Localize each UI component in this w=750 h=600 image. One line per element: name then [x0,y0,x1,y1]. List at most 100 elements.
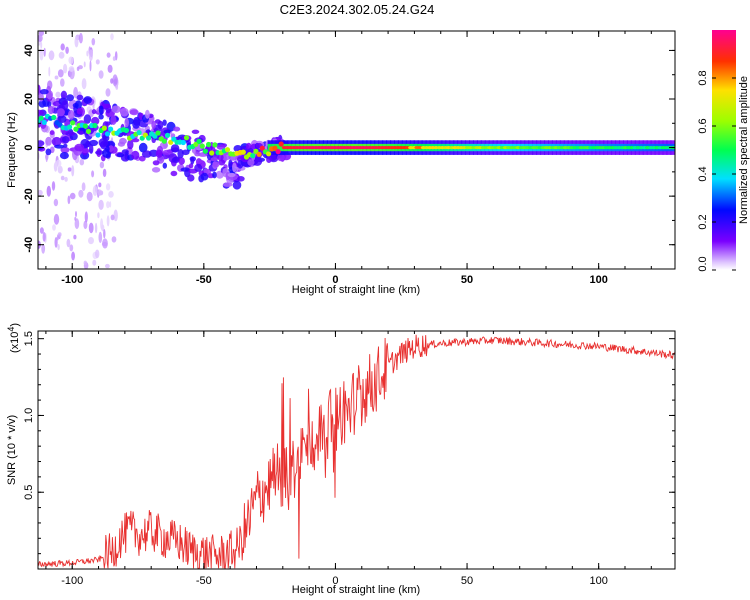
noise-speckle [113,209,118,222]
noise-speckle [68,56,74,65]
spectral-blob [131,150,140,160]
y-tick-label: 40 [23,44,35,56]
ridge-cell [171,136,177,142]
ridge-cell [183,135,190,141]
spectral-blob [194,163,203,172]
noise-speckle [53,213,60,225]
noise-speckle [48,50,55,61]
noise-speckle [94,222,98,234]
noise-speckle [92,104,95,110]
spectral-blob [67,109,75,120]
noise-speckle [73,234,77,240]
noise-speckle [102,238,108,249]
noise-speckle [92,259,97,266]
ridge-cell [95,132,101,138]
noise-speckle [68,66,75,72]
spectral-blob [154,119,161,124]
ridge-cell [82,123,88,129]
noise-speckle [83,220,88,230]
spectral-blob [188,163,194,169]
spectral-blob [78,130,84,135]
noise-speckle [63,63,68,74]
noise-speckle [112,56,116,61]
ridge-cell [256,151,262,157]
noise-speckle [111,236,117,243]
ridge-cell [168,139,174,145]
noise-speckle [109,201,112,208]
spectral-blob [124,118,129,128]
spectral-blob [266,156,272,163]
spectral-blob [60,90,67,100]
spectral-blob [127,139,134,150]
noise-speckle [79,159,85,166]
spectral-blob [91,116,100,126]
colorbar-tick-label: 0.2 [697,214,709,229]
spectral-blob [83,114,92,124]
noise-speckle [54,237,58,248]
noise-speckle [42,232,46,242]
ridge-cell [180,139,186,146]
noise-speckle [110,33,114,41]
snr-panel: -100 -50 0 50 100 0.5 1.0 1.5 Height of straigh… [6,323,676,596]
spectral-blob [74,143,85,152]
noise-speckle [74,36,79,48]
snr-frame [37,330,676,570]
snr-exponent-power: 4 [6,327,16,332]
noise-speckle [110,78,114,84]
noise-speckle [81,78,87,90]
spectral-blob [76,94,84,101]
spectral-blob [252,157,263,166]
spectral-blob [38,99,46,108]
spectral-blob [108,145,114,153]
spectral-blob [129,109,139,116]
spectral-blob [212,171,217,179]
ridge-cell [136,130,142,136]
x-tick-label: 100 [589,575,607,587]
noise-speckle [60,175,65,181]
noise-speckle [74,216,77,221]
ridge-cell [51,114,57,121]
noise-speckle [57,244,60,251]
spectrogram-x-label: Height of straight line (km) [292,284,420,296]
ridge-cell [41,119,47,125]
noise-speckle [53,198,59,207]
spectral-blob [39,89,49,95]
spectral-blob [277,153,285,162]
y-tick-label: 1.5 [23,331,35,346]
noise-speckle [67,167,72,172]
noise-speckle [38,189,43,196]
noise-speckle [48,66,51,77]
spectral-blob [47,105,55,115]
noise-speckle [103,229,106,239]
ridge-cell [164,132,171,138]
colorbar: 0.0 0.2 0.4 0.6 0.8 Normalized spectral ampl… [697,30,750,272]
spectral-blob [76,107,83,115]
spectral-blob [138,155,146,162]
snr-x-label: Height of straight line (km) [292,584,420,596]
noise-speckle [54,75,59,80]
ridge-cell [108,126,114,132]
noise-speckle [83,260,88,266]
colorbar-scale [712,30,736,270]
spectral-blob [61,100,69,110]
noise-speckle [52,224,56,231]
noise-speckle [41,243,46,254]
x-tick-label: 100 [589,274,607,286]
spectral-blob [133,116,141,126]
ridge-cell [266,151,272,157]
spectral-blob [111,105,121,114]
noise-speckle [83,61,86,68]
colorbar-tick-label: 0.4 [697,166,709,181]
spectral-blob [145,109,150,119]
spectral-blob [212,161,220,168]
spectral-blob [152,160,160,166]
snr-marks [38,334,675,569]
snr-y-label: SNR (10 * v/v) [6,415,18,485]
ridge-cell [212,142,218,148]
spectral-blob [247,159,255,166]
spectral-blob [38,140,45,147]
noise-speckle [78,32,83,44]
spectral-blob [61,136,70,144]
colorbar-tick-label: 0.8 [697,70,709,85]
